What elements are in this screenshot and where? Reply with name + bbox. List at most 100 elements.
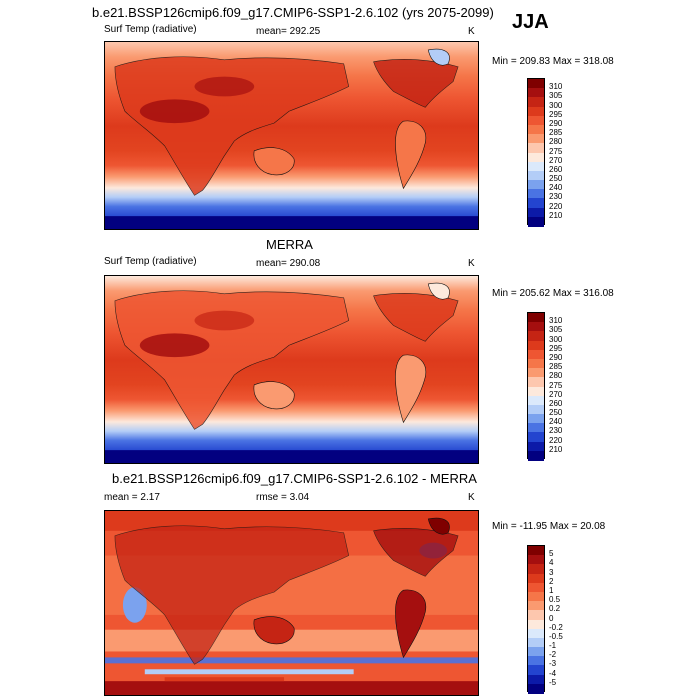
panel-2-title: MERRA <box>266 237 313 252</box>
colorbar-tick-label: 310 <box>549 316 563 326</box>
colorbar-swatch <box>528 610 544 620</box>
panel-1-variable-label: Surf Temp (radiative) <box>104 24 197 35</box>
colorbar-tick-label: 2 <box>549 576 554 586</box>
colorbar-swatch <box>528 395 544 406</box>
panel-1-mean-label: mean= 292.25 <box>256 26 321 37</box>
panel-1-colorbar-swatches <box>527 78 545 227</box>
colorbar-swatch <box>528 152 544 163</box>
panel-3-colorbar: 5 4 3 2 1 0.5 0.2 0 -0.2 -0.5 -1 -2 -3 -4 -5 <box>527 545 567 694</box>
colorbar-tick-label: 305 <box>549 325 563 335</box>
colorbar-tick-label: 310 <box>549 82 563 92</box>
colorbar-swatch <box>528 134 544 144</box>
colorbar-swatch <box>528 582 544 593</box>
eurasia-africa-land <box>114 56 350 196</box>
colorbar-swatch <box>528 161 544 172</box>
colorbar-swatch <box>528 115 544 126</box>
colorbar-swatch <box>528 313 544 323</box>
colorbar-swatch <box>528 555 544 565</box>
eurasia-africa-land <box>114 525 350 665</box>
colorbar-swatch <box>528 386 544 397</box>
colorbar-tick-label: 220 <box>549 201 563 211</box>
panel-1-colorbar: 310 305 300 295 290 285 280 275 270 260 250 240 230 2… <box>527 78 567 227</box>
colorbar-swatch <box>528 656 544 666</box>
panel-2-variable-label: Surf Temp (radiative) <box>104 256 197 267</box>
colorbar-swatch <box>528 216 544 227</box>
colorbar-tick-label: -3 <box>549 659 557 669</box>
colorbar-tick-label: 270 <box>549 389 563 399</box>
panel-2-mean-label: mean= 290.08 <box>256 258 321 269</box>
colorbar-tick-label: -0.2 <box>549 622 563 632</box>
colorbar-swatch <box>528 414 544 424</box>
colorbar-swatch <box>528 591 544 602</box>
colorbar-tick-label: -2 <box>549 650 557 660</box>
panel-3-map <box>104 510 479 696</box>
colorbar-swatch <box>528 88 544 98</box>
colorbar-swatch <box>528 79 544 89</box>
panel-3-minmax-label: Min = -11.95 Max = 20.08 <box>492 521 606 532</box>
australia-land <box>253 381 295 410</box>
panel-3-mean-label: mean = 2.17 <box>104 492 160 503</box>
colorbar-tick-label: 250 <box>549 174 563 184</box>
colorbar-tick-label: 280 <box>549 371 563 381</box>
colorbar-tick-label: 230 <box>549 192 563 202</box>
colorbar-tick-label: 240 <box>549 183 563 193</box>
colorbar-swatch <box>528 432 544 443</box>
colorbar-tick-label: 0.5 <box>549 595 561 605</box>
colorbar-tick-label: 260 <box>549 164 563 174</box>
colorbar-swatch <box>528 331 544 342</box>
colorbar-tick-label: 1 <box>549 585 554 595</box>
colorbar-tick-label: 305 <box>549 91 563 101</box>
colorbar-swatch <box>528 189 544 199</box>
colorbar-swatch <box>528 665 544 676</box>
colorbar-tick-label: 300 <box>549 334 563 344</box>
panel-1-minmax-label: Min = 209.83 Max = 318.08 <box>492 56 614 67</box>
colorbar-swatch <box>528 322 544 332</box>
australia-land <box>253 616 295 645</box>
colorbar-swatch <box>528 404 544 415</box>
colorbar-tick-label: 295 <box>549 343 563 353</box>
colorbar-swatch <box>528 377 544 387</box>
panel-2-colorbar-swatches <box>527 312 545 461</box>
colorbar-swatch <box>528 619 544 630</box>
colorbar-tick-label: 260 <box>549 398 563 408</box>
colorbar-tick-label: 0.2 <box>549 604 561 614</box>
greenland-land <box>427 282 450 300</box>
colorbar-swatch <box>528 423 544 433</box>
colorbar-swatch <box>528 573 544 584</box>
colorbar-tick-label: 250 <box>549 408 563 418</box>
panel-3-units-label: K <box>468 492 475 503</box>
north-america-land <box>373 59 459 108</box>
australia-land <box>253 147 295 176</box>
colorbar-swatch <box>528 637 544 648</box>
colorbar-tick-label: -5 <box>549 677 557 687</box>
colorbar-swatch <box>528 546 544 556</box>
colorbar-swatch <box>528 683 544 694</box>
colorbar-tick-label: 230 <box>549 426 563 436</box>
colorbar-swatch <box>528 180 544 190</box>
colorbar-swatch <box>528 628 544 639</box>
panel-2-units-label: K <box>468 258 475 269</box>
colorbar-tick-label: -4 <box>549 668 557 678</box>
colorbar-tick-label: 280 <box>549 137 563 147</box>
panel-1-title: b.e21.BSSP126cmip6.f09_g17.CMIP6-SSP1-2.… <box>92 5 494 20</box>
colorbar-swatch <box>528 106 544 117</box>
panel-2-colorbar: 310 305 300 295 290 285 280 275 270 260 250 240 230 2… <box>527 312 567 461</box>
panel-1-units-label: K <box>468 26 475 37</box>
colorbar-swatch <box>528 674 544 685</box>
colorbar-tick-label: 285 <box>549 362 563 372</box>
panel-2-minmax-label: Min = 205.62 Max = 316.08 <box>492 288 614 299</box>
colorbar-tick-label: 4 <box>549 558 554 568</box>
colorbar-swatch <box>528 450 544 461</box>
colorbar-tick-label: 270 <box>549 155 563 165</box>
season-label: JJA <box>512 11 549 33</box>
colorbar-tick-label: 285 <box>549 128 563 138</box>
colorbar-swatch <box>528 564 544 575</box>
colorbar-swatch <box>528 647 544 657</box>
south-america-land <box>395 589 427 659</box>
colorbar-tick-label: 275 <box>549 380 563 390</box>
colorbar-swatch <box>528 198 544 209</box>
panel-1-map <box>104 41 479 230</box>
colorbar-swatch <box>528 349 544 360</box>
south-america-land <box>395 120 427 190</box>
colorbar-swatch <box>528 97 544 108</box>
